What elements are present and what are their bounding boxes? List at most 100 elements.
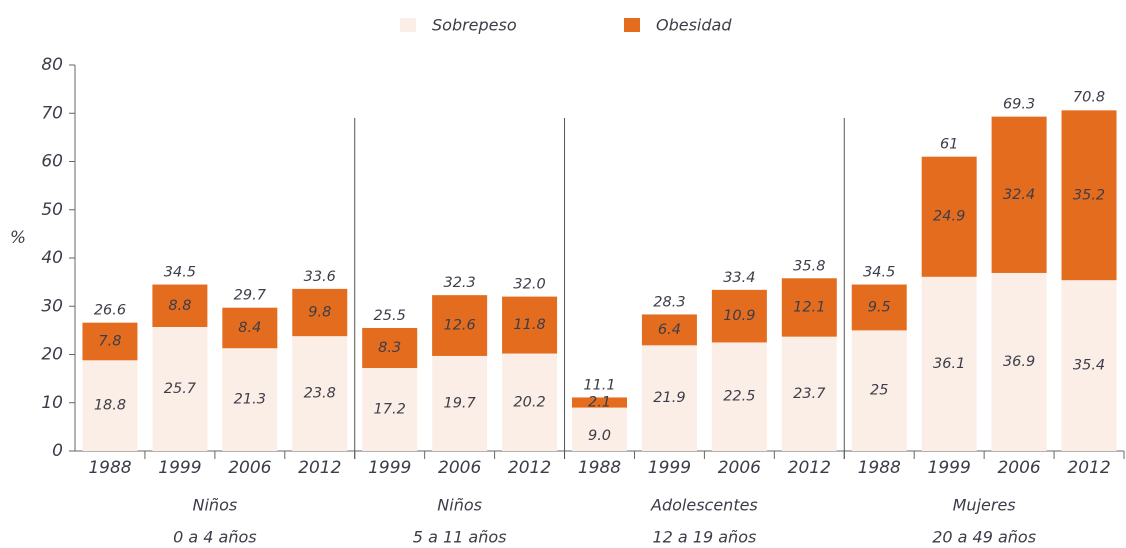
y-tick-label: 70 xyxy=(41,103,63,123)
total-label: 34.5 xyxy=(164,265,196,281)
x-tick-label: 2012 xyxy=(508,458,551,478)
bar-segment xyxy=(152,284,208,327)
total-label: 28.3 xyxy=(653,294,685,310)
bar-segment xyxy=(991,116,1047,273)
legend-swatch xyxy=(400,18,416,32)
x-tick-label: 2006 xyxy=(228,458,271,478)
value-label: 8.4 xyxy=(238,320,261,336)
bar-segment xyxy=(921,276,977,451)
value-label: 22.5 xyxy=(723,389,755,405)
value-label: 21.9 xyxy=(653,390,685,406)
value-label: 36.9 xyxy=(1003,354,1035,370)
bar-segment xyxy=(572,407,627,451)
x-tick-label: 1999 xyxy=(648,458,691,478)
x-tick-label: 2012 xyxy=(298,458,341,478)
value-label: 20.2 xyxy=(513,394,545,410)
y-tick-label: 20 xyxy=(41,345,63,365)
bar-segment xyxy=(152,326,208,451)
total-label: 26.6 xyxy=(94,303,126,319)
group-subtitle: 0 a 4 años xyxy=(173,528,257,547)
total-label: 29.7 xyxy=(234,288,267,304)
group-label: Adolescentes xyxy=(650,496,758,515)
value-label: 9.8 xyxy=(308,305,331,321)
total-label: 70.8 xyxy=(1073,89,1105,105)
bar-segment xyxy=(851,330,907,451)
bar-segment xyxy=(362,368,418,451)
group-label: Niños xyxy=(437,496,482,515)
x-tick-label: 2012 xyxy=(1067,458,1110,478)
bar-segment xyxy=(711,342,767,451)
value-label: 9.0 xyxy=(588,428,611,444)
x-tick-label: 2012 xyxy=(788,458,831,478)
y-tick-label: 60 xyxy=(41,152,63,172)
bar-segment xyxy=(292,336,348,451)
value-label: 32.4 xyxy=(1003,187,1035,203)
value-label: 7.8 xyxy=(98,333,121,349)
group-subtitle: 20 a 49 años xyxy=(932,528,1036,547)
bar-segment xyxy=(781,336,837,451)
y-tick-label: 40 xyxy=(41,248,63,268)
y-tick-label: 10 xyxy=(41,393,63,413)
value-label: 12.6 xyxy=(443,318,475,334)
value-label: 9.5 xyxy=(868,299,891,315)
y-tick-label: 50 xyxy=(41,200,63,220)
value-label: 24.9 xyxy=(933,209,965,225)
total-label: 34.5 xyxy=(863,265,895,281)
total-label: 32.3 xyxy=(443,275,475,291)
value-label: 17.2 xyxy=(374,402,406,418)
x-tick-label: 1999 xyxy=(368,458,411,478)
value-label: 21.3 xyxy=(234,392,266,408)
bar-segment xyxy=(82,360,138,451)
value-label: 23.7 xyxy=(793,386,826,402)
total-label: 33.6 xyxy=(304,269,336,285)
x-tick-label: 1988 xyxy=(578,458,621,478)
total-label: 25.5 xyxy=(374,308,406,324)
bar-segment xyxy=(572,397,627,408)
total-label: 69.3 xyxy=(1003,97,1035,113)
bar-segment xyxy=(222,307,278,349)
x-tick-label: 2006 xyxy=(438,458,481,478)
legend-label: Obesidad xyxy=(656,16,732,35)
bar-segment xyxy=(502,296,558,354)
x-tick-label: 1988 xyxy=(88,458,131,478)
value-label: 19.7 xyxy=(443,395,476,411)
bar-segment xyxy=(432,355,488,451)
value-label: 8.8 xyxy=(168,298,191,314)
total-label: 33.4 xyxy=(723,270,755,286)
y-tick-label: 30 xyxy=(41,296,63,316)
bar-segment xyxy=(292,288,348,337)
bar-segment xyxy=(991,272,1047,451)
x-tick-label: 1999 xyxy=(158,458,201,478)
bar-segment xyxy=(711,289,767,343)
x-tick-label: 2006 xyxy=(997,458,1040,478)
value-label: 23.8 xyxy=(304,386,336,402)
total-label: 35.8 xyxy=(793,258,825,274)
group-label: Mujeres xyxy=(953,496,1016,515)
value-label: 2.1 xyxy=(588,395,611,411)
value-label: 6.4 xyxy=(658,322,681,338)
value-label: 8.3 xyxy=(378,340,401,356)
bar-segment xyxy=(432,295,488,356)
bar-segment xyxy=(921,156,977,277)
y-tick-label: 0 xyxy=(52,441,63,461)
x-tick-label: 1999 xyxy=(928,458,971,478)
bar-segment xyxy=(1061,110,1117,281)
legend-swatch xyxy=(624,18,640,32)
value-label: 25 xyxy=(870,383,888,399)
total-label: 61 xyxy=(940,137,958,153)
value-label: 25.7 xyxy=(164,381,197,397)
bar-segment xyxy=(641,314,697,346)
total-label: 32.0 xyxy=(513,277,545,293)
value-label: 12.1 xyxy=(793,299,825,315)
group-label: Niños xyxy=(193,496,238,515)
bar-segment xyxy=(222,348,278,451)
x-tick-label: 1988 xyxy=(858,458,901,478)
bar-segment xyxy=(851,284,907,331)
y-tick-label: 80 xyxy=(41,55,63,75)
value-label: 36.1 xyxy=(933,356,965,372)
bar-segment xyxy=(641,345,697,451)
y-axis-label: % xyxy=(10,228,26,248)
value-label: 35.4 xyxy=(1073,358,1105,374)
bar-segment xyxy=(362,327,418,369)
